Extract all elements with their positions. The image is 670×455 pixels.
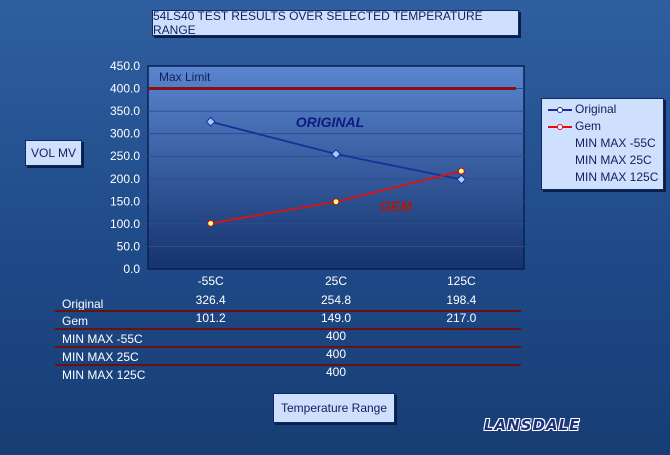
plot-area [147,65,525,270]
y-tick-label: 50.0 [117,239,141,253]
y-tick-label: 250.0 [110,149,140,163]
table-row-label: MIN MAX 125C [62,368,146,382]
data-point [456,174,467,185]
y-axis-label: VOL MV [25,140,82,166]
data-point [457,167,465,175]
table-row-label: MIN MAX -55C [62,332,143,346]
y-tick-label: 0.0 [123,262,140,276]
annotation-original: ORIGINAL [296,114,364,130]
table-divider [55,310,521,312]
legend-label: Original [575,102,617,116]
legend-label: MIN MAX 25C [575,153,652,167]
table-cell: 217.0 [446,311,477,325]
data-point [332,198,340,206]
data-point [207,219,215,227]
legend-swatch [548,104,572,114]
table-divider [55,328,521,330]
annotation-gem: GEM [380,198,412,214]
table-row-label: Original [62,297,104,311]
legend-item: Gem [542,118,601,134]
table-cell: 400 [325,365,347,379]
data-point [205,116,216,127]
legend-item: MIN MAX -55C [542,135,656,151]
y-tick-label: 450.0 [110,59,140,73]
table-cell: 254.8 [320,293,352,307]
legend-swatch [548,172,572,182]
legend-item: MIN MAX 125C [542,169,658,185]
table-cell: 400 [325,347,347,361]
legend-label: Gem [575,119,602,133]
y-tick-label: 400.0 [110,82,140,96]
x-axis-label: Temperature Range [273,393,395,423]
table-cell: 326.4 [195,293,226,307]
lansdale-logo: LANSDALE [484,416,581,434]
x-tick-label: 25C [325,274,347,288]
chart-title: 54LS40 TEST RESULTS OVER SELECTED TEMPER… [152,9,519,37]
x-tick-label: 125C [447,274,476,288]
legend: Original Gem MIN MAX -55C MIN MAX 25C MIN MA… [541,98,664,190]
y-tick-label: 100.0 [110,217,140,231]
y-tick-label: 300.0 [110,127,140,141]
legend-label: MIN MAX -55C [575,136,656,150]
legend-item: Original [542,101,616,117]
x-tick-label: -55C [198,274,224,288]
legend-swatch [548,155,572,165]
table-divider [55,346,521,348]
table-cell: 198.4 [446,293,477,307]
y-tick-label: 350.0 [110,104,140,118]
max-limit-label: Max Limit [159,70,211,84]
data-point [331,149,341,160]
y-tick-label: 150.0 [110,194,140,208]
table-row-label: Gem [62,314,89,328]
table-cell: 101.2 [195,311,226,325]
table-cell: 400 [325,329,347,343]
legend-label: MIN MAX 125C [575,170,659,184]
y-tick-label: 200.0 [110,172,140,186]
legend-item: MIN MAX 25C [542,152,652,168]
legend-swatch [548,121,572,131]
table-row-label: MIN MAX 25C [62,350,139,364]
legend-swatch [548,138,572,148]
table-cell: 149.0 [320,311,352,325]
table-divider [55,364,521,366]
